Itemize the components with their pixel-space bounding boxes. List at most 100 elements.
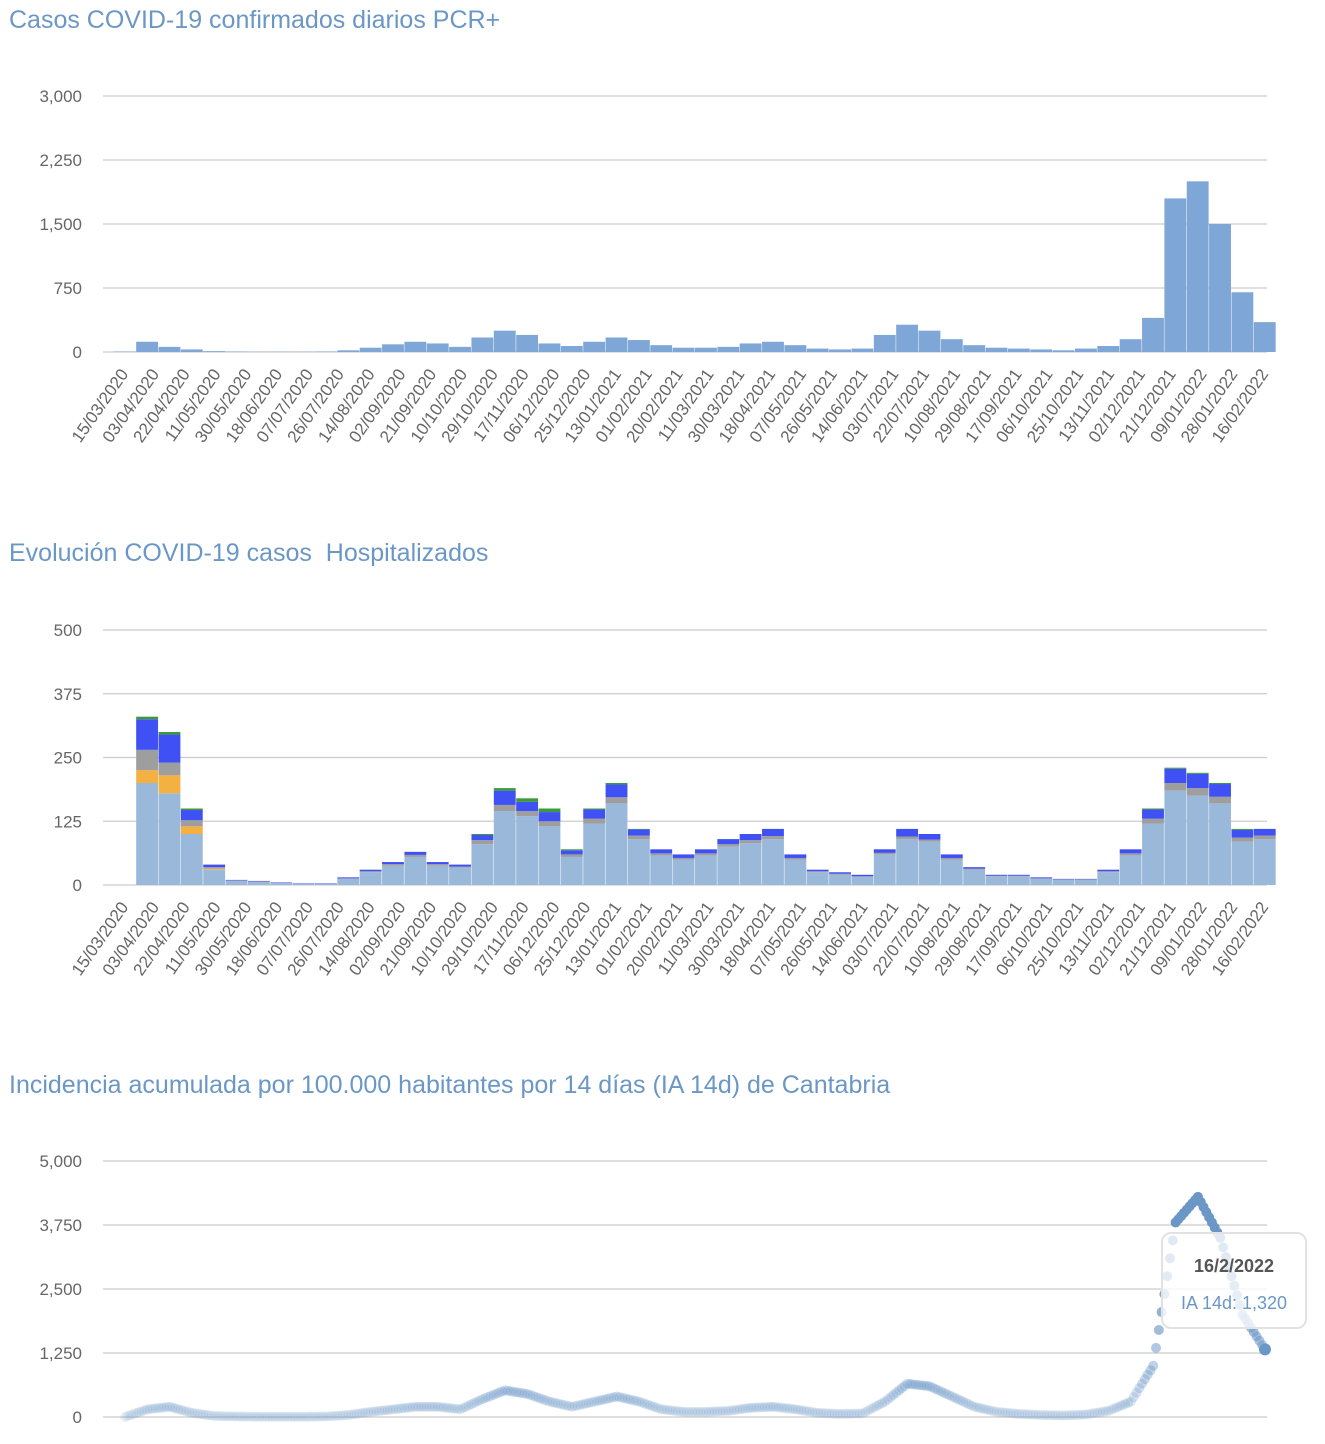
bar (1209, 797, 1231, 804)
bar (226, 881, 248, 885)
bar (449, 865, 471, 867)
bar (1231, 830, 1253, 838)
bar (784, 860, 806, 886)
bar (1231, 829, 1253, 830)
bar (1120, 855, 1142, 885)
bar (516, 816, 538, 885)
bar (1209, 783, 1231, 784)
bar (986, 875, 1008, 876)
bar (963, 870, 985, 885)
bar (673, 858, 695, 860)
bar (181, 826, 203, 834)
tooltip: 16/2/2022 IA 14d: 1,320 (1161, 1232, 1307, 1329)
bar (695, 853, 717, 855)
bar (1120, 339, 1142, 352)
bar (628, 829, 650, 830)
bar (1008, 349, 1030, 352)
bar (1008, 876, 1030, 885)
bar (1030, 877, 1052, 878)
bar (1008, 876, 1030, 877)
data-point (1148, 1361, 1158, 1371)
bar (203, 865, 225, 868)
bar (360, 871, 382, 872)
bar (315, 884, 337, 885)
bar (1075, 879, 1097, 880)
bar (829, 349, 851, 352)
bar (673, 348, 695, 352)
bar (539, 826, 561, 885)
bar (628, 839, 650, 885)
bar (695, 849, 717, 853)
bar (1053, 879, 1075, 880)
hospitalized-chart: 012525037550015/03/202003/04/202022/04/2… (0, 533, 1325, 1043)
bar (471, 844, 493, 885)
bar (449, 868, 471, 885)
bar (941, 854, 963, 858)
bar (248, 881, 270, 882)
bar (1254, 829, 1276, 836)
bar (919, 834, 941, 840)
y-tick-label: 1,500 (39, 215, 82, 234)
bar (1142, 810, 1164, 819)
tooltip-value: IA 14d: 1,320 (1163, 1293, 1305, 1314)
bar (784, 858, 806, 860)
bar (740, 343, 762, 352)
bar (650, 855, 672, 885)
bar (136, 719, 158, 750)
bar (896, 325, 918, 352)
bar (762, 342, 784, 352)
bar (337, 879, 359, 885)
bar (740, 834, 762, 840)
bar (1164, 768, 1186, 769)
bar (539, 812, 561, 821)
y-tick-label: 1,250 (39, 1344, 82, 1363)
bar (382, 866, 404, 885)
bar (360, 870, 382, 872)
bar (382, 344, 404, 352)
bar (539, 343, 561, 352)
bar (248, 881, 270, 882)
data-point-highlighted (1259, 1343, 1271, 1355)
bar (784, 854, 806, 858)
bar (1187, 181, 1209, 352)
bar (471, 834, 493, 835)
bar (1209, 803, 1231, 885)
bar (851, 349, 873, 352)
bar (717, 839, 739, 844)
y-tick-label: 3,000 (39, 87, 82, 106)
bar (159, 793, 181, 885)
bar (762, 839, 784, 885)
bar (1142, 819, 1164, 824)
tooltip-date: 16/2/2022 (1163, 1256, 1305, 1277)
bar (159, 735, 181, 763)
bar (539, 821, 561, 826)
bar (963, 345, 985, 352)
bar (293, 883, 315, 884)
bar (986, 876, 1008, 885)
bar (829, 875, 851, 885)
y-tick-label: 250 (54, 749, 82, 768)
bar (561, 850, 583, 854)
bar (1231, 292, 1253, 352)
bar (1075, 879, 1097, 880)
bar (650, 849, 672, 853)
bar (561, 849, 583, 850)
bar (1142, 824, 1164, 885)
bar (561, 346, 583, 352)
bar (1120, 853, 1142, 855)
bar (561, 854, 583, 857)
bar (941, 339, 963, 352)
bar (382, 862, 404, 864)
bar (695, 348, 717, 352)
cases-chart: 07501,5002,2503,00015/03/202003/04/20202… (0, 0, 1325, 510)
bar (1008, 875, 1030, 876)
bar (829, 874, 851, 875)
data-point (1154, 1325, 1164, 1335)
bar (1097, 871, 1119, 872)
bar (404, 857, 426, 885)
bar (1254, 836, 1276, 840)
bar (807, 870, 829, 872)
bar (1209, 784, 1231, 797)
bar (226, 880, 248, 881)
